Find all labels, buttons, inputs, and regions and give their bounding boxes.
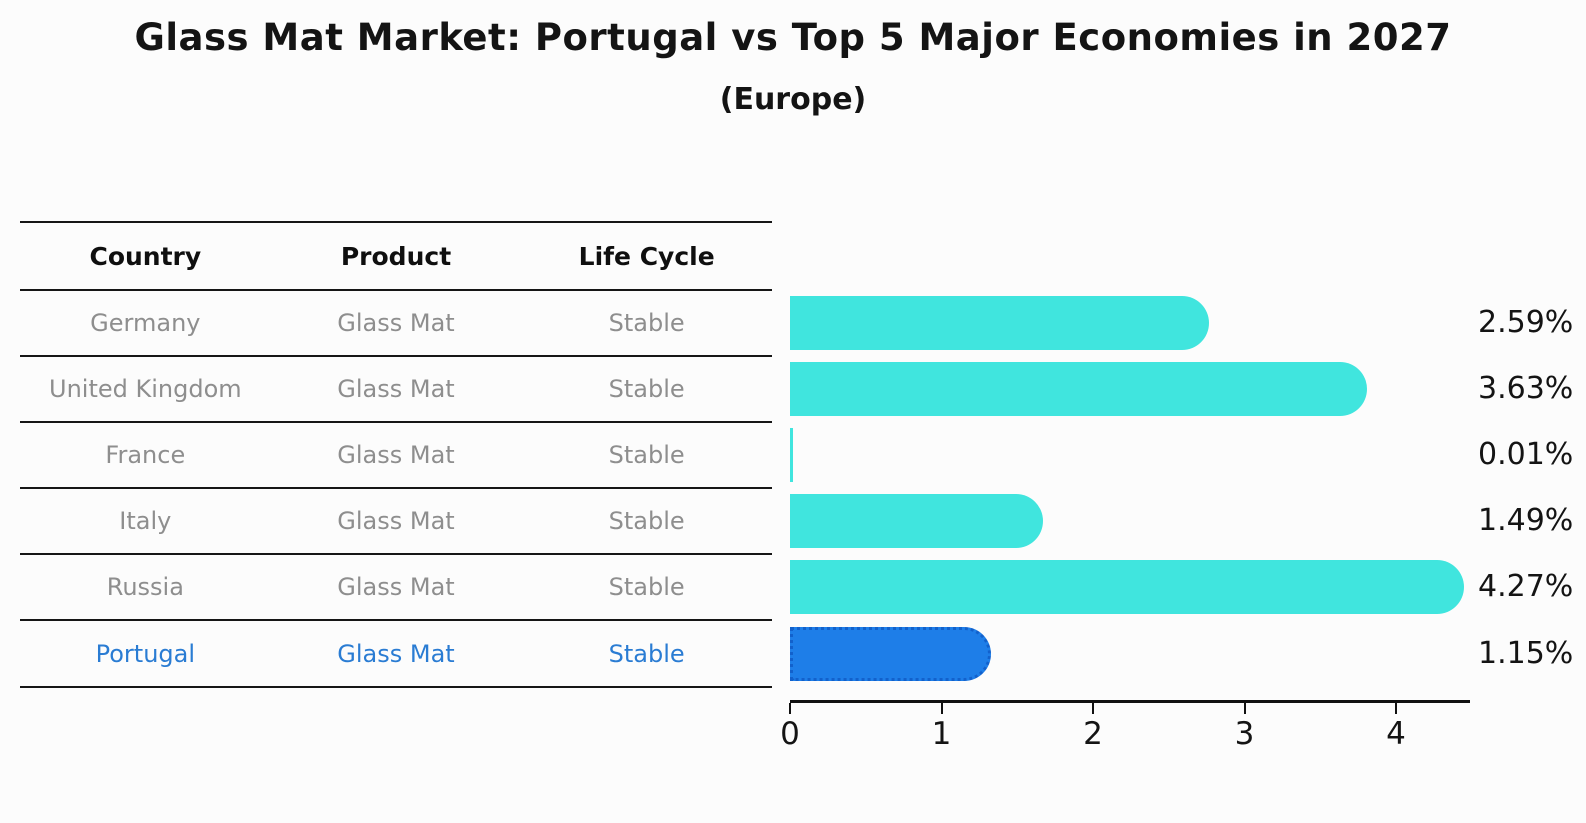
bar-italy <box>790 494 1043 548</box>
x-tick-label: 1 <box>931 716 952 752</box>
table-row: France Glass Mat Stable <box>20 422 772 488</box>
bar-germany <box>790 296 1210 350</box>
table-header-row: Country Product Life Cycle <box>20 222 772 290</box>
cell-country: France <box>105 441 186 469</box>
chart-title: Glass Mat Market: Portugal vs Top 5 Majo… <box>134 16 1452 59</box>
cell-country: Italy <box>119 507 172 535</box>
table-rule <box>20 619 772 621</box>
table-row: Italy Glass Mat Stable <box>20 488 772 554</box>
header-product: Product <box>340 241 452 271</box>
table-row: United Kingdom Glass Mat Stable <box>20 356 772 422</box>
cell-life-cycle: Stable <box>608 507 685 535</box>
table-row: Russia Glass Mat Stable <box>20 554 772 620</box>
value-label-france: 0.01% <box>1478 437 1574 472</box>
cell-life-cycle: Stable <box>608 639 685 668</box>
bar-russia <box>790 560 1464 614</box>
table-rule <box>20 686 772 688</box>
table-row: Portugal Glass Mat Stable <box>20 620 772 687</box>
x-tick-label: 4 <box>1386 716 1406 752</box>
value-label-portugal: 1.15% <box>1478 635 1574 671</box>
value-label-italy: 1.49% <box>1478 503 1574 538</box>
cell-life-cycle: Stable <box>608 441 685 469</box>
cell-country: Russia <box>106 573 184 601</box>
table-rule <box>20 487 772 489</box>
cell-product: Glass Mat <box>337 441 455 469</box>
cell-product: Glass Mat <box>337 639 455 668</box>
bar-united-kingdom <box>790 362 1367 416</box>
x-tick <box>1243 703 1246 714</box>
x-tick-label: 3 <box>1234 716 1255 752</box>
cell-product: Glass Mat <box>337 507 455 535</box>
x-tick <box>940 703 943 714</box>
cell-life-cycle: Stable <box>608 375 685 403</box>
header-country: Country <box>89 241 202 271</box>
table-row: Germany Glass Mat Stable <box>20 290 772 356</box>
bar-france <box>790 428 793 482</box>
table-rule <box>20 553 772 555</box>
cell-product: Glass Mat <box>337 375 455 403</box>
cell-country: Portugal <box>95 639 196 668</box>
chart-subtitle: (Europe) <box>719 82 867 117</box>
value-label-germany: 2.59% <box>1478 305 1574 340</box>
table-rule <box>20 421 772 423</box>
x-axis <box>790 700 1470 703</box>
table-rule <box>20 221 772 223</box>
table-rule <box>20 355 772 357</box>
x-tick <box>1395 703 1397 714</box>
x-tick <box>1092 703 1094 714</box>
x-tick-label: 0 <box>780 716 800 752</box>
table-rule <box>20 289 772 291</box>
bar-portugal <box>790 626 992 681</box>
cell-product: Glass Mat <box>337 573 455 601</box>
cell-country: Germany <box>90 309 201 337</box>
cell-life-cycle: Stable <box>608 573 685 601</box>
x-tick <box>789 703 791 714</box>
x-tick-label: 2 <box>1083 716 1103 752</box>
value-label-united-kingdom: 3.63% <box>1478 371 1574 406</box>
cell-country: United Kingdom <box>49 375 242 403</box>
header-life-cycle: Life Cycle <box>578 241 715 271</box>
cell-product: Glass Mat <box>337 309 455 337</box>
value-label-russia: 4.27% <box>1478 569 1574 604</box>
cell-life-cycle: Stable <box>608 309 685 337</box>
